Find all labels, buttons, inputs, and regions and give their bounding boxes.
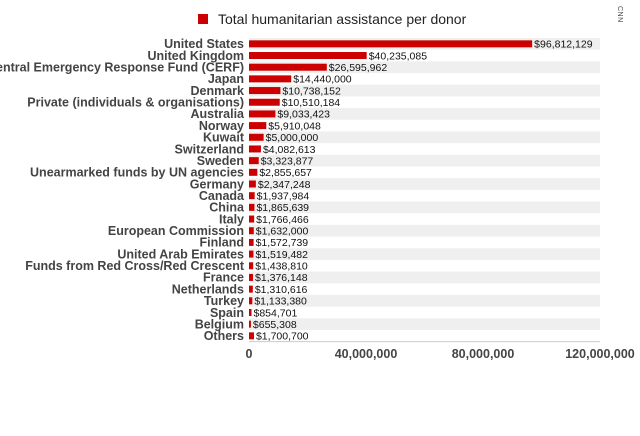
value-label: $1,310,616 — [255, 284, 308, 296]
category-label: Finland — [200, 236, 244, 250]
value-label: $1,133,380 — [254, 296, 307, 308]
category-label: Canada — [199, 189, 245, 203]
bar — [249, 203, 255, 211]
value-label: $5,000,000 — [266, 132, 319, 144]
bar — [249, 87, 281, 95]
value-label: $1,519,482 — [255, 249, 308, 261]
value-label: $655,308 — [253, 319, 297, 331]
bar — [249, 52, 367, 60]
row-band — [249, 248, 600, 260]
bar — [249, 297, 253, 305]
value-label: $14,440,000 — [293, 74, 352, 86]
bar — [249, 273, 254, 281]
category-label: Turkey — [204, 294, 244, 308]
value-label: $1,572,739 — [256, 237, 309, 249]
value-label: $2,347,248 — [258, 179, 311, 191]
value-label: $1,376,148 — [255, 272, 308, 284]
value-label: $1,700,700 — [256, 331, 309, 343]
value-label: $1,937,984 — [257, 190, 310, 202]
x-tick-label: 0 — [246, 347, 253, 361]
value-label: $10,738,152 — [282, 85, 341, 97]
bar — [249, 262, 254, 270]
bar — [249, 215, 255, 223]
value-label: $9,033,423 — [277, 109, 330, 121]
category-label: Others — [204, 329, 244, 343]
bar — [249, 63, 327, 71]
category-label: Funds from Red Cross/Red Crescent — [25, 259, 245, 273]
row-band — [249, 224, 600, 237]
row-band — [249, 178, 600, 190]
bar — [249, 192, 255, 200]
value-label: $1,766,466 — [256, 214, 309, 226]
category-label: Belgium — [195, 317, 244, 331]
category-label: Unearmarked funds by UN agencies — [30, 166, 244, 180]
value-label: $2,855,657 — [259, 167, 312, 179]
value-label: $4,082,613 — [263, 144, 316, 156]
bar — [249, 40, 533, 48]
category-label: Italy — [219, 212, 244, 226]
bar — [249, 308, 252, 316]
bar — [249, 250, 254, 258]
value-label: $10,510,184 — [282, 97, 341, 109]
bar — [249, 168, 258, 176]
row-band — [249, 318, 600, 330]
bar — [249, 75, 292, 83]
category-label: United Arab Emirates — [117, 247, 244, 261]
category-label: European Commission — [108, 224, 244, 238]
category-label: France — [203, 271, 244, 285]
category-label: Switzerland — [175, 142, 244, 156]
category-label: Central Emergency Response Fund (CERF) — [0, 61, 244, 75]
category-label: Sweden — [197, 154, 244, 168]
value-label: $1,438,810 — [255, 261, 308, 273]
row-band — [249, 61, 600, 74]
bar — [249, 227, 254, 235]
legend-label: Total humanitarian assistance per donor — [218, 11, 467, 27]
row-band — [249, 108, 600, 120]
category-label: Japan — [208, 72, 244, 86]
x-tick-label: 40,000,000 — [335, 347, 398, 361]
value-label: $854,701 — [254, 307, 298, 319]
bar — [249, 180, 256, 188]
category-label: Norway — [199, 119, 244, 133]
category-label: United Kingdom — [147, 49, 244, 63]
bar — [249, 157, 259, 165]
category-label: Netherlands — [172, 282, 244, 296]
category-label: Australia — [191, 107, 246, 121]
category-label: Denmark — [191, 84, 245, 98]
value-label: $26,595,962 — [329, 62, 388, 74]
row-band — [249, 201, 600, 214]
legend: Total humanitarian assistance per donor — [198, 11, 466, 27]
x-tick-label: 120,000,000 — [565, 347, 635, 361]
legend-swatch — [198, 14, 208, 24]
value-label: $40,235,085 — [369, 50, 428, 62]
row-band — [249, 131, 600, 144]
bar — [249, 122, 267, 130]
row-band — [249, 294, 600, 307]
value-label: $96,812,129 — [534, 39, 593, 51]
value-label: $1,865,639 — [256, 202, 309, 214]
category-label: Private (individuals & organisations) — [27, 96, 244, 110]
value-label: $3,323,877 — [261, 155, 314, 167]
category-label: China — [209, 201, 245, 215]
bar — [249, 238, 254, 246]
bar — [249, 145, 261, 153]
row-band — [249, 84, 600, 97]
bar — [249, 110, 276, 118]
row-band — [249, 271, 600, 284]
bar — [249, 332, 254, 340]
bar — [249, 98, 280, 106]
category-label: Spain — [210, 306, 244, 320]
bar — [249, 320, 251, 328]
row-band — [249, 154, 600, 167]
value-label: $5,910,048 — [268, 120, 321, 132]
category-label: Germany — [190, 177, 244, 191]
x-tick-label: 80,000,000 — [452, 347, 515, 361]
category-label: United States — [164, 37, 244, 51]
bar — [249, 133, 264, 141]
value-label: $1,632,000 — [256, 226, 309, 238]
category-label: Kuwait — [203, 131, 245, 145]
bar — [249, 285, 253, 293]
